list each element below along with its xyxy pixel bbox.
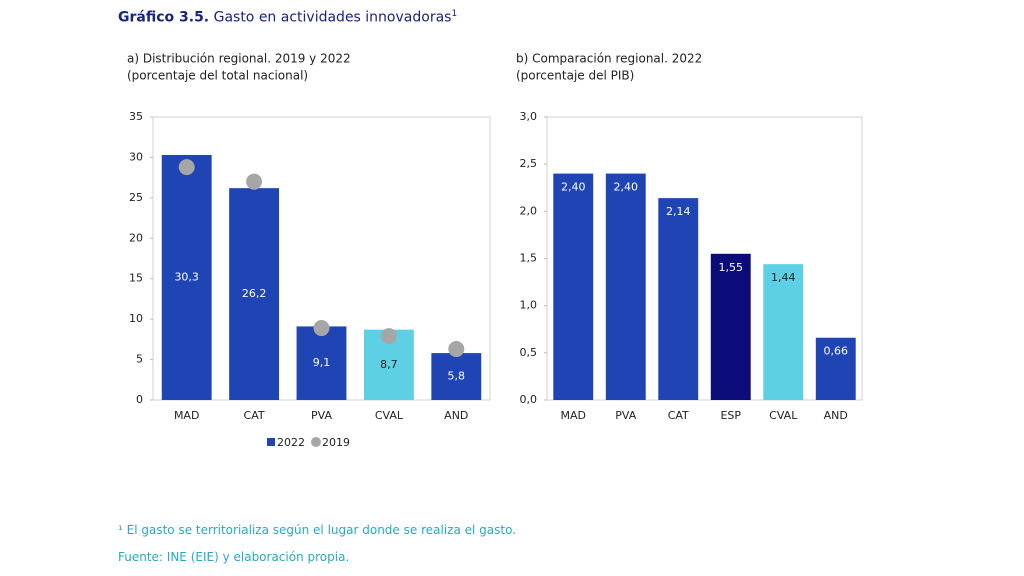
data-label: 8,7	[380, 358, 398, 371]
bar	[161, 155, 212, 400]
bar	[763, 264, 804, 400]
x-tick-label: MAD	[174, 409, 200, 422]
y-tick-label: 20	[129, 231, 143, 244]
title-note: 1	[451, 9, 458, 19]
chart-title: a) Distribución regional. 2019 y 2022	[127, 52, 351, 66]
chart-subtitle: (porcentaje del PIB)	[516, 69, 634, 83]
chart-subtitle: (porcentaje del total nacional)	[127, 69, 308, 83]
x-tick-label: CAT	[668, 409, 689, 422]
bar	[296, 326, 347, 400]
figure-label: Gráfico 3.5.	[118, 9, 210, 26]
legend-swatch	[267, 438, 275, 446]
bar	[605, 173, 646, 400]
y-tick-label: 10	[129, 312, 143, 325]
figure-title: Gráfico 3.5. Gasto en actividades innova…	[118, 9, 457, 26]
y-tick-label: 25	[129, 191, 143, 204]
dot	[380, 328, 397, 345]
data-label: 26,2	[242, 287, 267, 300]
y-tick-label: 0,0	[520, 393, 538, 406]
data-label: 2,40	[614, 181, 639, 194]
y-tick-label: 2,5	[520, 157, 538, 170]
dot	[246, 173, 263, 190]
legend-label: 2019	[322, 436, 350, 449]
plot-frame	[546, 116, 863, 401]
x-tick-label: ESP	[720, 409, 741, 422]
x-tick-label: PVA	[615, 409, 636, 422]
bar	[431, 353, 482, 400]
legend-swatch	[311, 437, 321, 447]
bar	[815, 337, 856, 400]
x-tick-label: MAD	[561, 409, 587, 422]
data-label: 9,1	[313, 356, 331, 369]
x-tick-label: CVAL	[375, 409, 404, 422]
data-label: 30,3	[174, 271, 199, 284]
x-tick-label: CVAL	[769, 409, 798, 422]
y-tick-label: 35	[129, 110, 143, 123]
y-tick-label: 15	[129, 272, 143, 285]
legend-label: 2022	[277, 436, 305, 449]
chart-title: b) Comparación regional. 2022	[516, 52, 702, 66]
x-tick-label: PVA	[311, 409, 332, 422]
y-tick-label: 30	[129, 150, 143, 163]
data-label: 0,66	[824, 345, 849, 358]
y-tick-label: 0	[136, 393, 143, 406]
data-label: 2,14	[666, 205, 691, 218]
y-tick-label: 3,0	[520, 110, 538, 123]
footnote: ¹ El gasto se territorializa según el lu…	[118, 523, 517, 537]
x-tick-label: AND	[824, 409, 848, 422]
dot	[178, 159, 195, 176]
x-tick-label: CAT	[244, 409, 265, 422]
dot	[313, 320, 330, 337]
y-tick-label: 5	[136, 353, 143, 366]
y-tick-label: 1,0	[520, 299, 538, 312]
data-label: 1,44	[771, 271, 796, 284]
bar	[229, 188, 280, 400]
bar	[658, 198, 699, 400]
bar	[553, 173, 594, 400]
y-tick-label: 2,0	[520, 204, 538, 217]
data-label: 1,55	[719, 261, 744, 274]
data-label: 5,8	[448, 370, 466, 383]
y-tick-label: 1,5	[520, 252, 538, 265]
charts: a) Distribución regional. 2019 y 2022 (po…	[127, 52, 863, 449]
source: Fuente: INE (EIE) y elaboración propia.	[118, 550, 350, 564]
data-label: 2,40	[561, 181, 586, 194]
y-tick-label: 0,5	[520, 346, 538, 359]
x-tick-label: AND	[444, 409, 468, 422]
figure-title-text: Gasto en actividades innovadoras	[213, 9, 452, 26]
bar	[710, 253, 751, 400]
dot	[448, 341, 465, 358]
